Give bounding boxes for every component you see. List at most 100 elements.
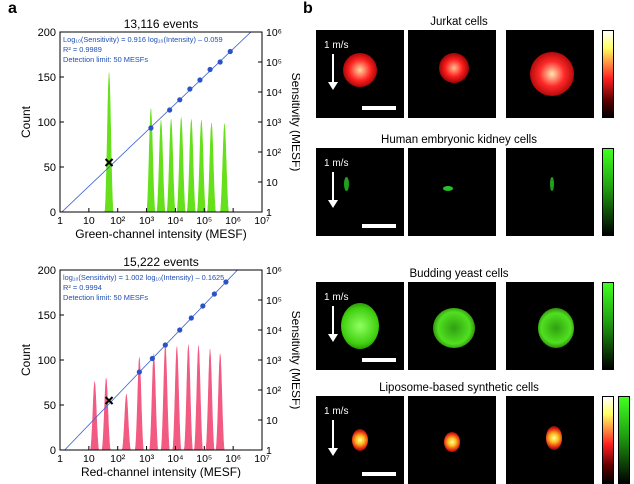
micrograph-image — [408, 148, 496, 236]
cell — [343, 53, 377, 87]
y-tick-label: 100 — [38, 117, 56, 129]
panel-label-b: b — [303, 0, 313, 17]
calibration-point — [188, 315, 194, 321]
y-tick-label: 200 — [38, 265, 56, 277]
histogram-bars — [64, 270, 239, 450]
row-title: Budding yeast cells — [409, 268, 509, 280]
micrograph-image: 1 m/s — [316, 282, 404, 370]
calibration-point — [217, 59, 223, 65]
histogram-peak — [183, 344, 194, 450]
histogram-peak — [215, 353, 225, 450]
histogram-peak — [148, 353, 159, 450]
histogram-peak — [156, 119, 166, 212]
micrograph-image: 1 m/s — [316, 30, 404, 118]
histogram-peak — [146, 108, 156, 212]
speed-label: 1 m/s — [324, 158, 349, 169]
calibration-point — [227, 48, 233, 55]
micrograph-image: 1 m/s — [316, 148, 404, 236]
calibration-point — [149, 355, 155, 362]
cell — [538, 308, 574, 348]
histogram-peak — [121, 393, 132, 450]
y2-axis-label: Sensitivity (MESF) — [289, 73, 300, 172]
y-axis-label: Count — [19, 343, 33, 376]
cell — [444, 432, 460, 452]
y2-tick-label: 10⁴ — [266, 325, 282, 337]
fit-annotation: R² = 0.9989 — [63, 45, 102, 54]
micrograph-image — [506, 282, 594, 370]
x-tick-label: 10⁶ — [225, 453, 241, 465]
x-tick-label: 10³ — [139, 453, 155, 465]
cell — [341, 303, 379, 349]
calibration-point — [187, 86, 193, 92]
y2-tick-label: 1 — [266, 207, 272, 219]
chart-title: 15,222 events — [123, 255, 198, 269]
x-tick-label: 10 — [83, 453, 95, 465]
histogram-peak — [166, 118, 176, 212]
y-tick-label: 50 — [44, 162, 56, 174]
speed-label: 1 m/s — [324, 292, 349, 303]
y2-tick-label: 10 — [266, 177, 278, 189]
y-tick-label: 150 — [38, 72, 56, 84]
x-tick-label: 1 — [57, 215, 63, 227]
cell — [433, 308, 475, 348]
flow-arrow-icon — [328, 306, 338, 342]
micrograph-image — [408, 282, 496, 370]
fit-line — [64, 270, 239, 450]
colorbar — [618, 396, 630, 484]
chart-title: 13,116 events — [124, 17, 199, 31]
scale-bar — [362, 472, 396, 476]
histogram-peak — [176, 117, 186, 212]
cell — [550, 177, 554, 191]
colorbar — [602, 30, 614, 118]
histogram-peak — [101, 377, 111, 450]
histogram-peak — [172, 346, 182, 450]
y2-tick-label: 10² — [266, 385, 282, 397]
histogram-peak — [104, 72, 114, 212]
cell — [530, 52, 574, 96]
y2-tick-label: 10² — [266, 147, 282, 159]
fit-annotation: Log₁₀(Sensitivity) = 0.916 log₁₀(Intensi… — [63, 35, 223, 44]
y-tick-label: 200 — [38, 27, 56, 39]
y2-tick-label: 10³ — [266, 355, 282, 367]
cell — [443, 185, 453, 191]
detection-limit-marker — [104, 396, 114, 405]
calibration-point — [162, 342, 168, 348]
micrograph-image — [506, 30, 594, 118]
x-tick-label: 10⁴ — [167, 453, 183, 465]
calibration-point — [148, 125, 154, 131]
row-title: Liposome-based synthetic cells — [379, 382, 539, 394]
y2-tick-label: 1 — [266, 445, 272, 457]
x-tick-label: 10⁶ — [225, 215, 241, 227]
fit-annotation: R² = 0.9994 — [63, 283, 102, 292]
x-tick-label: 10⁵ — [196, 453, 212, 465]
colorbar — [602, 148, 614, 236]
x-tick-label: 10⁷ — [254, 453, 270, 465]
y-axis-label: Count — [19, 105, 33, 138]
fit-annotation: Detection limit: 50 MESFs — [63, 55, 148, 64]
y-tick-label: 150 — [38, 310, 56, 322]
histogram-peak — [206, 122, 217, 212]
y2-tick-label: 10⁵ — [266, 57, 282, 69]
histogram-peak — [205, 348, 215, 450]
cell — [439, 53, 469, 83]
micrograph-image — [408, 396, 496, 484]
micrograph-image — [506, 148, 594, 236]
cell — [352, 429, 368, 451]
calibration-point — [211, 291, 217, 297]
histogram-peak — [160, 344, 171, 450]
green-channel-histogram: 13,116 events 0 50 100 150 200 1 10 10² 10³ 10⁴ 10⁵… — [19, 17, 300, 241]
micrograph-image — [408, 30, 496, 118]
histogram-bars — [61, 32, 252, 212]
histogram-peak — [219, 123, 230, 212]
x-tick-label: 10 — [83, 215, 95, 227]
histogram-peak — [89, 381, 100, 450]
y2-tick-label: 10⁴ — [266, 87, 282, 99]
histogram-peak — [134, 356, 145, 450]
y-tick-label: 0 — [50, 207, 56, 219]
cell — [343, 177, 349, 191]
speed-label: 1 m/s — [324, 40, 349, 51]
calibration-point — [223, 279, 229, 285]
colorbar — [602, 396, 614, 484]
cell — [546, 426, 562, 450]
detection-limit-marker — [104, 158, 114, 167]
